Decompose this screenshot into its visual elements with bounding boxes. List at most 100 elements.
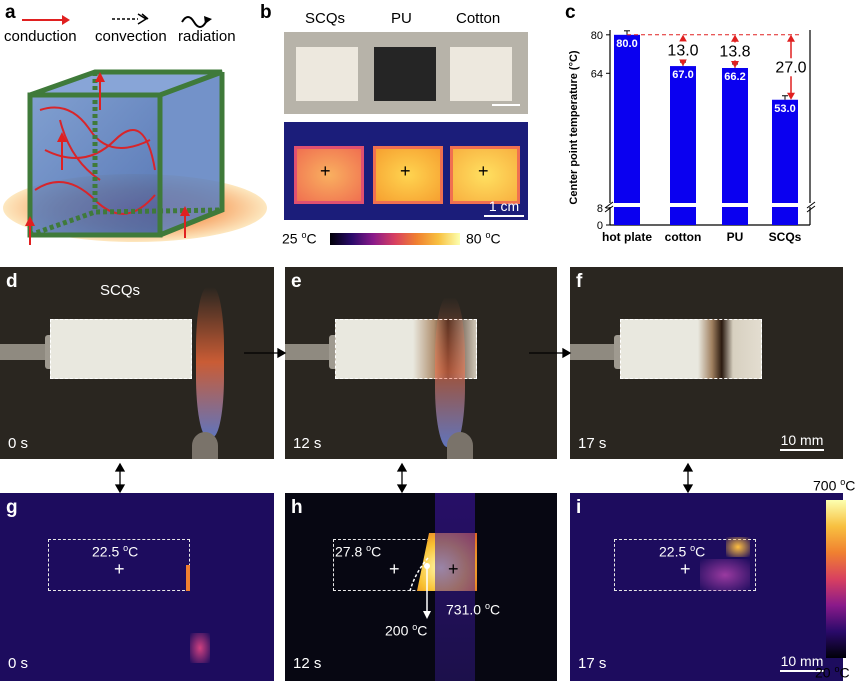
diff-label-bg: [774, 58, 808, 77]
sample-strip-charred: [620, 319, 762, 379]
time-e: 12 s: [293, 435, 322, 452]
diff-arrowhead: [679, 34, 687, 42]
panel-label-d: d: [6, 271, 18, 292]
temp-h-right: 731.0 oC: [446, 601, 501, 618]
clamp-handle: [570, 344, 618, 360]
x-tick-label: cotton: [665, 230, 702, 244]
y-axis-label: Center point temperature (°C): [568, 50, 580, 204]
x-tick-label: hot plate: [602, 230, 652, 244]
panel-label-g: g: [6, 497, 18, 518]
break-mark: [806, 201, 816, 209]
diff-label: 27.0: [775, 59, 806, 76]
panel-label-f: f: [576, 271, 583, 292]
colorbar-max: 700 oC: [813, 477, 856, 494]
temperature-bar-chart: 0 8 64 80 Center point temperature (°C) 80.0 h…: [568, 30, 816, 244]
sample-label-pu: PU: [391, 10, 412, 27]
photo-f: [570, 267, 843, 459]
photo-d: [0, 267, 274, 459]
bar-value-label: 66.2: [724, 71, 745, 83]
bar-0: [614, 34, 640, 226]
diff-label: 13.0: [667, 42, 698, 59]
time-h: 12 s: [293, 655, 322, 672]
ir-h: + +: [285, 493, 557, 681]
diff-arrowhead: [731, 61, 739, 69]
sample-label-scqs: SCQs: [305, 10, 346, 27]
hot-spot: [726, 537, 750, 557]
diff-label-bg: [666, 41, 700, 60]
sample-outline: [614, 539, 756, 591]
ir-samples: + + + 1 cm: [284, 122, 528, 220]
flame: [196, 287, 224, 437]
bar-value-label: 67.0: [672, 69, 693, 81]
flame-ir: [190, 633, 210, 663]
colorbar-b: [330, 233, 460, 245]
bar-1: [670, 66, 696, 225]
temp-h-left: 27.8 oC: [335, 543, 382, 560]
hot-edge: [186, 565, 190, 591]
y-tick-label: 8: [597, 203, 603, 215]
photo-samples: [284, 32, 528, 114]
heat-transfer-schematic: [3, 13, 267, 245]
pu-sample-photo: [374, 47, 436, 101]
y-tick-label: 64: [591, 68, 603, 80]
diff-arrowhead: [787, 92, 795, 100]
sample-strip: [50, 319, 192, 379]
diff-arrowhead: [679, 59, 687, 67]
temp-g: 22.5 oC: [92, 543, 139, 560]
panel-label-c: c: [565, 2, 576, 23]
legend-convection: convection: [95, 28, 167, 45]
break-mark: [604, 201, 614, 209]
colorbar-min-b: 25 oC: [282, 230, 317, 247]
scqs-sample-photo: [296, 47, 358, 101]
time-d: 0 s: [8, 435, 29, 452]
burner: [447, 432, 473, 459]
axis-break: [609, 203, 811, 207]
sample-label-d: SCQs: [100, 282, 141, 299]
diff-arrowhead: [787, 34, 795, 42]
diff-arrowhead: [731, 34, 739, 42]
cotton-sample-photo: [450, 47, 512, 101]
break-mark: [806, 205, 816, 213]
scale-i: 10 mm: [780, 653, 824, 672]
y-tick-label: 80: [591, 30, 603, 42]
warm-area: [700, 559, 750, 591]
flow-arrows: [114, 347, 694, 494]
sample-label-cotton: Cotton: [456, 10, 501, 27]
scale-bar: [492, 104, 520, 106]
y-tick-label: 0: [597, 220, 603, 232]
front-arrow: [409, 557, 431, 619]
clamp-handle: [285, 344, 333, 360]
radiation-arrow-icon: [181, 16, 207, 28]
ir-scqs: [294, 146, 364, 204]
break-mark: [604, 205, 614, 213]
panel-label-i: i: [576, 497, 582, 518]
bar-2: [722, 68, 748, 225]
ir-pu: [373, 146, 443, 204]
clamp-handle: [0, 344, 50, 360]
ir-i: +: [570, 493, 843, 681]
legend-conduction: conduction: [4, 28, 77, 45]
ir-cotton: [450, 146, 520, 204]
panel-label-h: h: [291, 497, 303, 518]
time-g: 0 s: [8, 655, 29, 672]
time-f: 17 s: [578, 435, 607, 452]
diff-label: 13.8: [719, 43, 750, 60]
time-i: 17 s: [578, 655, 607, 672]
bar-value-label: 53.0: [774, 103, 795, 115]
panel-label-e: e: [291, 271, 302, 292]
x-tick-label: PU: [727, 230, 744, 244]
diff-label-bg: [718, 42, 752, 61]
burner: [192, 432, 218, 459]
ir-g: +: [0, 493, 274, 681]
panel-label-b: b: [260, 2, 272, 23]
colorbar-max-b: 80 oC: [466, 230, 501, 247]
x-tick-label: SCQs: [769, 230, 802, 244]
flame: [435, 297, 465, 447]
scale-f: 10 mm: [780, 432, 824, 451]
colorbar-vertical: [826, 500, 846, 658]
bar-value-label: 80.0: [616, 38, 637, 50]
panel-label-a: a: [5, 2, 16, 23]
flame-ir: [435, 493, 475, 681]
colorbar-min: 20 oC: [815, 664, 850, 681]
temp-h-front: 200 oC: [385, 622, 428, 639]
